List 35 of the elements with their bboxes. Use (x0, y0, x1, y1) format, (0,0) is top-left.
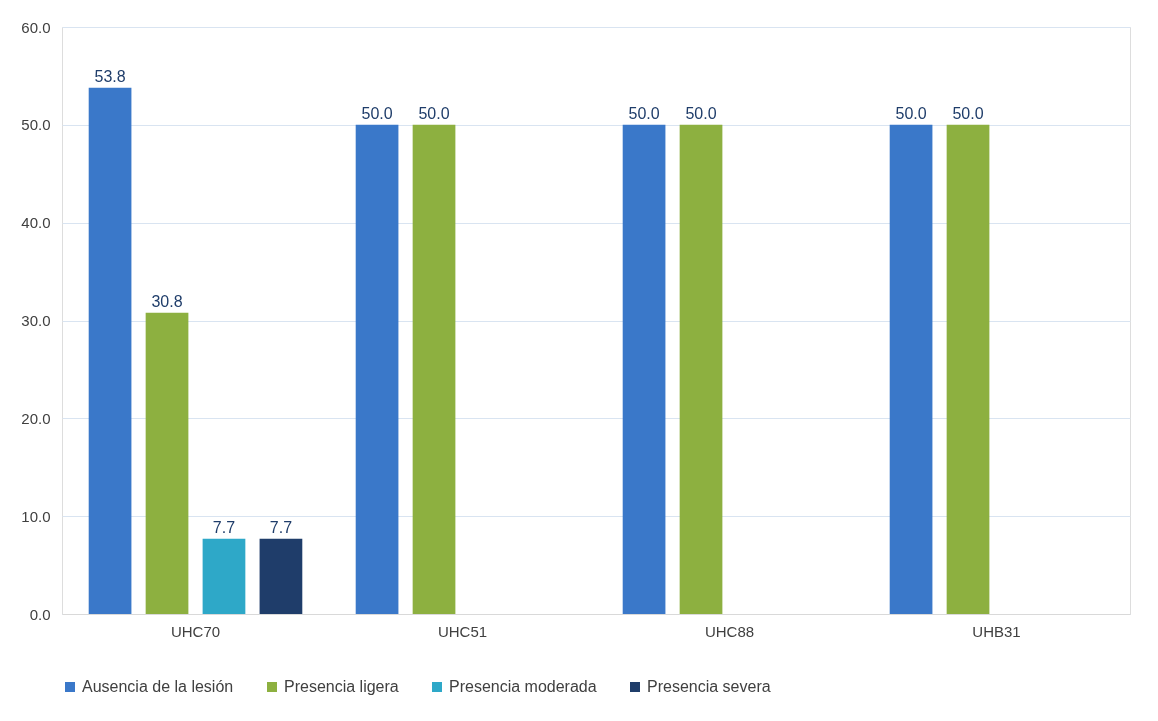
y-tick-label: 60.0 (21, 18, 51, 36)
legend-label: Presencia moderada (449, 678, 597, 695)
y-tick-label: 30.0 (21, 312, 51, 329)
data-label: 50.0 (361, 104, 393, 122)
bar (622, 124, 666, 614)
y-tick-label: 20.0 (21, 409, 51, 427)
data-label: 53.8 (94, 67, 126, 85)
y-tick-label: 40.0 (21, 214, 51, 232)
bar (145, 312, 189, 614)
data-label: 30.8 (151, 292, 183, 310)
data-label: 50.0 (628, 104, 660, 122)
x-tick-label: UHB31 (972, 622, 1021, 640)
x-tick-label: UHC88 (704, 622, 755, 640)
data-label: 7.7 (269, 518, 293, 536)
data-label: 50.0 (418, 104, 450, 122)
legend-label: Presencia severa (647, 678, 771, 695)
data-label: 50.0 (685, 104, 717, 122)
x-tick-label: UHC70 (170, 622, 221, 640)
bar (889, 124, 933, 614)
bar (355, 124, 399, 614)
y-tick-label: 50.0 (21, 116, 51, 134)
y-tick-label: 0.0 (29, 605, 51, 623)
bar (88, 87, 132, 614)
bar (202, 538, 246, 614)
data-label: 50.0 (895, 104, 927, 122)
y-tick-label: 10.0 (21, 507, 51, 525)
bar (679, 124, 723, 614)
x-tick-label: UHC51 (437, 622, 488, 640)
bar (259, 538, 303, 614)
data-label: 50.0 (952, 104, 984, 122)
bar (946, 124, 990, 614)
legend-label: Presencia ligera (284, 678, 399, 695)
data-label: 7.7 (212, 518, 236, 536)
legend-label: Ausencia de la lesión (82, 678, 234, 695)
bar (412, 124, 456, 614)
